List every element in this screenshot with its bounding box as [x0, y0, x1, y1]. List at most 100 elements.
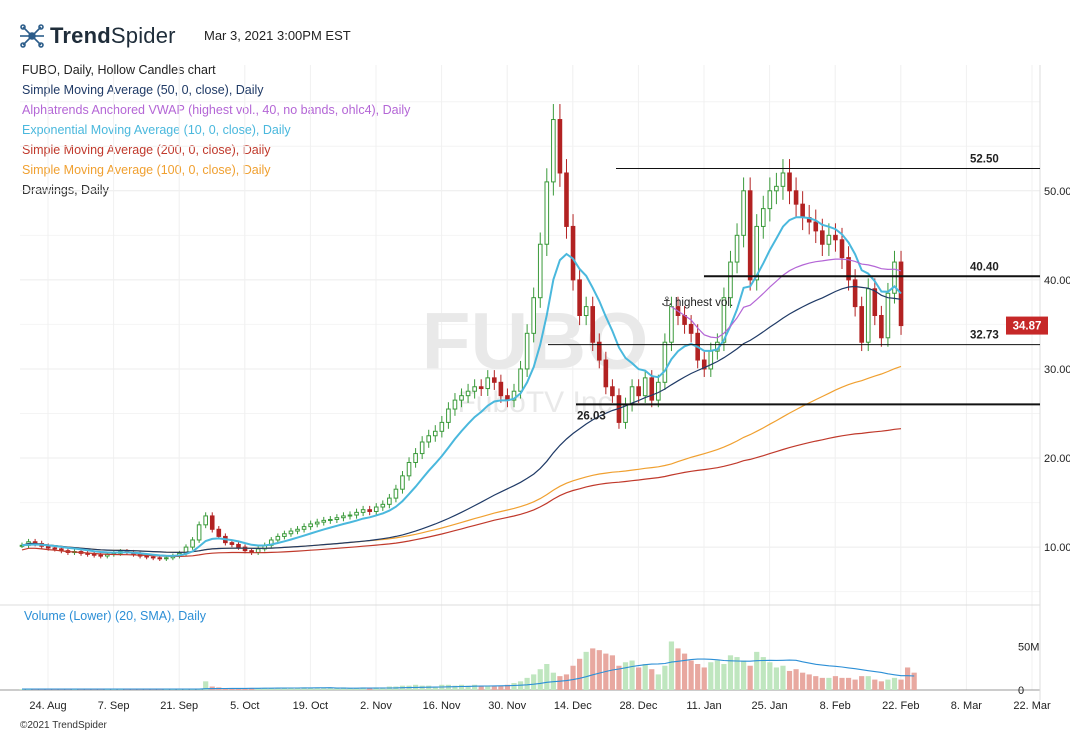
- y-tick-label: 10.00: [1044, 542, 1070, 554]
- volume-bar: [741, 660, 747, 690]
- x-tick-label: 16. Nov: [423, 700, 461, 712]
- volume-bar: [524, 677, 530, 690]
- x-tick-label: 30. Nov: [488, 700, 526, 712]
- candle-body: [321, 519, 327, 523]
- candle-body: [334, 517, 340, 520]
- candle-body: [649, 377, 655, 401]
- volume-bar: [793, 669, 799, 690]
- y-tick-label: 30.00: [1044, 364, 1070, 376]
- anchor-icon: ⚓: [661, 294, 673, 309]
- volume-bar: [380, 687, 386, 690]
- y-tick-label: 40.00: [1044, 275, 1070, 287]
- volume-bar: [445, 684, 451, 690]
- candle-body: [551, 119, 556, 183]
- volume-bar: [229, 688, 235, 690]
- candle-body: [341, 515, 346, 519]
- volume-bar: [334, 688, 340, 690]
- last-price-label: 34.87: [1013, 321, 1042, 333]
- candle-body: [623, 404, 628, 423]
- volume-bar: [806, 674, 812, 690]
- volume-bar: [314, 688, 320, 690]
- candle-body: [91, 553, 97, 556]
- volume-bar: [255, 688, 261, 690]
- candle-body: [328, 518, 333, 521]
- x-tick-label: 7. Sep: [98, 700, 130, 712]
- candle-body: [892, 261, 897, 294]
- candle-body: [439, 421, 445, 432]
- volume-bar: [340, 687, 347, 690]
- candle-body: [367, 509, 372, 512]
- candle-body: [800, 203, 805, 219]
- candle-body: [839, 239, 845, 259]
- volume-bar: [780, 665, 786, 690]
- candle-body: [380, 503, 386, 508]
- candle-body: [754, 225, 760, 281]
- annotation-label: highest vol.: [675, 297, 733, 309]
- legend-item[interactable]: Drawings, Daily: [22, 183, 109, 197]
- y-tick-label: 50.00: [1044, 186, 1070, 198]
- trendspider-logo: TrendSpider: [18, 22, 176, 50]
- volume-bar: [458, 684, 465, 690]
- x-tick-label: 22. Feb: [882, 700, 919, 712]
- candle-body: [721, 297, 727, 343]
- volume-bar: [609, 655, 615, 690]
- candle-body: [826, 234, 832, 245]
- candle-body: [629, 386, 635, 406]
- x-tick-label: 21. Sep: [160, 700, 198, 712]
- candle-body: [98, 554, 104, 557]
- x-tick-label: 24. Aug: [29, 700, 66, 712]
- candle-body: [833, 234, 838, 241]
- volume-bar: [275, 688, 281, 690]
- volume-bar: [865, 676, 871, 690]
- volume-bar: [203, 681, 209, 690]
- volume-bar: [485, 685, 491, 690]
- candle-body: [229, 542, 235, 545]
- volume-bar: [222, 688, 228, 690]
- candle-body: [708, 350, 714, 370]
- candle-body: [432, 430, 438, 437]
- candle-body: [472, 386, 477, 392]
- candle-body: [52, 547, 58, 550]
- legend-item[interactable]: Simple Moving Average (100, 0, close), D…: [22, 163, 271, 177]
- volume-bar: [367, 688, 373, 690]
- volume-bar: [878, 681, 884, 690]
- legend-item[interactable]: Simple Moving Average (50, 0, close), Da…: [22, 83, 264, 97]
- candle-body: [846, 257, 851, 281]
- legend-item[interactable]: Exponential Moving Average (10, 0, close…: [22, 123, 291, 137]
- candle-body: [387, 497, 392, 505]
- candle-body: [209, 515, 215, 530]
- volume-bar: [557, 676, 563, 690]
- volume-bar: [688, 660, 694, 690]
- volume-bar: [308, 688, 314, 690]
- candle-body: [636, 386, 641, 397]
- volume-bar: [622, 662, 629, 690]
- volume-bar: [531, 674, 537, 690]
- candle-body: [518, 368, 523, 392]
- volume-bar: [629, 660, 635, 690]
- volume-bar: [845, 677, 852, 690]
- candle-body: [485, 377, 491, 390]
- candle-body: [478, 386, 484, 390]
- volume-bar: [301, 687, 307, 690]
- volume-bar: [872, 679, 878, 690]
- volume-bar: [675, 648, 681, 690]
- candle-body: [275, 535, 281, 541]
- candle-body: [767, 190, 773, 210]
- candle-body: [747, 190, 753, 281]
- x-tick-label: 19. Oct: [293, 700, 328, 712]
- candle-body: [413, 453, 418, 463]
- candle-body: [583, 306, 589, 317]
- legend-item[interactable]: Alphatrends Anchored VWAP (highest vol.,…: [22, 103, 411, 117]
- volume-bar: [773, 667, 779, 690]
- x-tick-label: 8. Mar: [951, 700, 983, 712]
- last-price-tag: [1006, 316, 1048, 335]
- candle-body: [164, 557, 169, 560]
- candle-body: [741, 190, 746, 236]
- volume-bar: [465, 685, 471, 690]
- candle-body: [865, 288, 871, 343]
- legend-item[interactable]: FUBO, Daily, Hollow Candles chart: [22, 63, 216, 77]
- volume-bar: [754, 651, 760, 690]
- volume-bar: [590, 648, 596, 690]
- watermark-name: FuboTV Inc: [457, 386, 612, 419]
